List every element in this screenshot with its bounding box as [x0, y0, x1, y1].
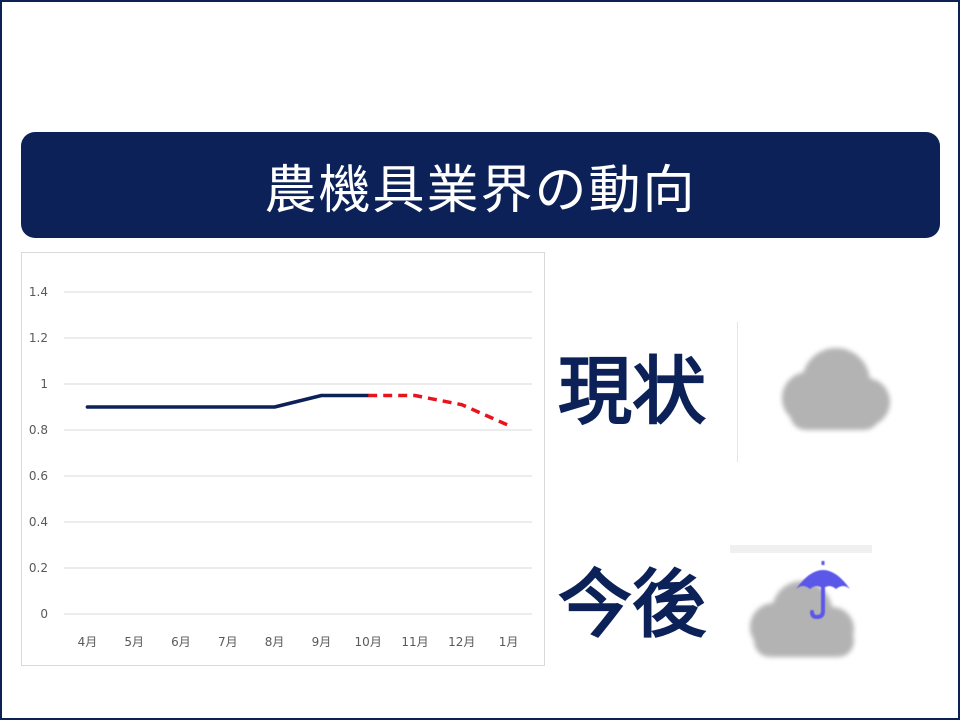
y-tick-label: 1: [40, 377, 48, 391]
x-tick-label: 7月: [218, 635, 238, 649]
y-tick-label: 0.8: [29, 423, 48, 437]
chart-canvas: 0 0.2 0.4 0.6 0.8 1 1.2 1.4 4月 5月 6月 7月 8月 9月 10月 11月 12…: [29, 285, 532, 649]
actual-series-line: [85, 393, 370, 409]
y-tick-label: 1.4: [29, 285, 48, 299]
y-tick-label: 0.6: [29, 469, 48, 483]
y-tick-label: 0.4: [29, 515, 48, 529]
x-tick-label: 9月: [312, 635, 332, 649]
title-banner: 農機具業界の動向: [21, 132, 940, 238]
icon-top-edge: [730, 545, 872, 553]
divider: [737, 322, 738, 462]
cloud-umbrella-icon: [730, 545, 872, 663]
x-tick-label: 5月: [124, 635, 144, 649]
x-tick-label: 6月: [171, 635, 191, 649]
x-tick-label: 1月: [499, 635, 519, 649]
x-tick-label: 4月: [78, 635, 98, 649]
line-chart: 0 0.2 0.4 0.6 0.8 1 1.2 1.4 4月 5月 6月 7月 8月 9月 10月 11月 12…: [21, 252, 545, 666]
umbrella-icon: [796, 561, 850, 620]
y-tick-label: 1.2: [29, 331, 48, 345]
y-tick-label: 0: [40, 607, 48, 621]
x-tick-label: 8月: [265, 635, 285, 649]
y-tick-label: 0.2: [29, 561, 48, 575]
page-title: 農機具業界の動向: [264, 160, 697, 221]
x-tick-label: 11月: [401, 635, 428, 649]
forecast-series-line: [368, 393, 510, 428]
current-status-label: 現状: [558, 349, 706, 435]
x-tick-label: 10月: [355, 635, 382, 649]
future-status-label: 今後: [558, 562, 706, 648]
cloud-icon: [782, 348, 890, 430]
x-tick-label: 12月: [448, 635, 475, 649]
